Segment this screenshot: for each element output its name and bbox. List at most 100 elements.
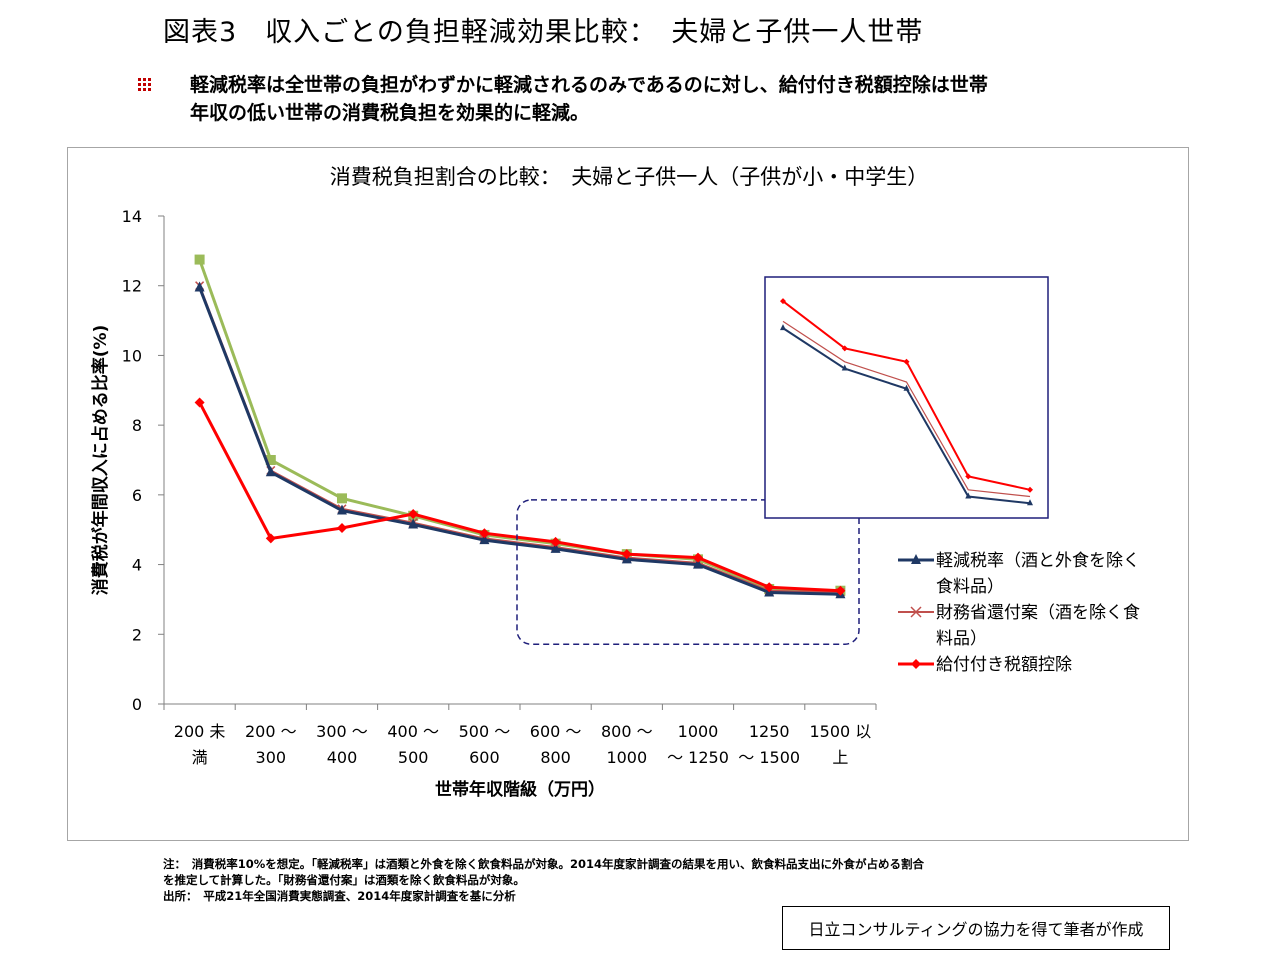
x-tick-label-line: 1250 (749, 722, 790, 741)
series-line (198, 401, 841, 593)
inset-data-point (903, 384, 910, 391)
x-tick-label-line: 500 ～ (459, 722, 511, 741)
x-tick-label-line: 1000 (678, 722, 719, 741)
data-point (479, 528, 490, 539)
data-point (337, 493, 347, 504)
legend-marker (911, 554, 921, 564)
x-tick-label-line: 600 (469, 748, 500, 767)
series-line (198, 285, 841, 594)
line-chart: 消費税負担割合の比較： 夫婦と子供一人（子供が小・中学生） 0 2 4 6 8 10 12 14… (90, 165, 1140, 800)
series-3 (194, 397, 846, 596)
x-tick-label-line: 満 (192, 748, 208, 767)
bullet-text-line-1: 軽減税率は全世帯の負担がわずかに軽減されるのみであるのに対し、給付付き税額控除は… (190, 74, 988, 96)
chart-frame: 消費税負担割合の比較： 夫婦と子供一人（子供が小・中学生） 0 2 4 6 8 10 12 14… (67, 147, 1189, 841)
credit-box: 日立コンサルティングの協力を得て筆者が作成 (782, 906, 1170, 950)
legend-label: 給付付き税額控除 (936, 655, 1072, 675)
data-point (194, 254, 205, 265)
data-point (693, 552, 703, 563)
legend-label: 食料品） (936, 577, 1004, 597)
y-tick-label: 6 (132, 486, 142, 505)
bullet-text: 軽減税率は全世帯の負担がわずかに軽減されるのみであるのに対し、給付付き税額控除は… (190, 71, 1170, 127)
y-tick-label: 0 (132, 695, 142, 714)
data-point (550, 536, 561, 547)
legend-item: 給付付き税額控除 (898, 655, 1072, 675)
inset-data-point (965, 473, 972, 480)
y-tick-label: 2 (132, 625, 142, 644)
data-point (835, 585, 846, 596)
y-tick-label: 14 (122, 207, 142, 226)
data-point (265, 466, 276, 477)
data-point (621, 549, 632, 560)
bullet-grid-icon (138, 78, 151, 91)
data-point (265, 455, 276, 465)
x-tick-label: 200 未満 (174, 722, 226, 767)
x-tick-label-line: 400 ～ (387, 722, 439, 741)
inset-series-3 (780, 298, 1033, 493)
inset-series-line (782, 320, 1031, 498)
x-tick-label: 1250 ～ 1500 (738, 722, 800, 767)
zoom-inset (780, 298, 1033, 506)
note-line-1: 注： 消費税率10%を想定。「軽減税率」は酒類と外食を除く飲食料品が対象。201… (163, 857, 925, 871)
x-tick-label: 300 ～ 400 (316, 722, 368, 767)
x-tick-label-line: 800 (540, 748, 571, 767)
x-tick-label-line: ～ 1500 (738, 748, 800, 767)
data-point (337, 522, 347, 533)
x-tick-label-line: 300 ～ (316, 722, 368, 741)
x-tick-label-line: 400 (327, 748, 358, 767)
data-point (408, 509, 419, 520)
x-tick-label-line: 200 ～ (245, 722, 297, 741)
y-tick-label: 4 (132, 556, 142, 575)
series-1 (195, 281, 845, 597)
series-line (198, 286, 841, 596)
note-line-2: を推定して計算した。「財務省還付案」は酒類を除く飲食料品が対象。 (163, 873, 525, 887)
y-tick-label: 10 (122, 346, 142, 365)
x-tick-label-line: 1000 (606, 748, 647, 767)
y-axis-label: 消費税が年間収入に占める比率(%) (90, 325, 111, 596)
x-tick-label: 1500 以上 (809, 722, 871, 767)
x-tick-label: 800 ～ 1000 (601, 722, 653, 767)
x-tick-label: 400 ～ 500 (387, 722, 439, 767)
x-tick-label-line: 300 (256, 748, 287, 767)
data-point (764, 582, 775, 593)
data-point (194, 397, 205, 408)
x-tick-label-line: 1500 以 (809, 722, 871, 741)
series-line (198, 259, 841, 593)
legend-label: 軽減税率（酒と外食を除く (936, 551, 1140, 571)
y-tick-label: 12 (122, 277, 142, 296)
x-tick-label-line: 800 ～ (601, 722, 653, 741)
data-point (194, 281, 205, 292)
inset-data-point (841, 364, 848, 371)
legend-marker (910, 606, 922, 618)
x-tick-label: 200 ～ 300 (245, 722, 297, 767)
x-tick-label: 1000 ～ 1250 (667, 722, 729, 767)
bullet-text-line-2: 年収の低い世帯の消費税負担を効果的に軽減。 (190, 102, 590, 124)
data-point (408, 518, 419, 529)
x-tick-label-line: 600 ～ (530, 722, 582, 741)
slide-title: 図表3 収入ごとの負担軽減効果比較： 夫婦と子供一人世帯 (163, 17, 924, 48)
x-tick-label: 500 ～ 600 (459, 722, 511, 767)
series-2 (194, 281, 846, 599)
legend-label: 財務省還付案（酒を除く食 (936, 603, 1140, 623)
notes: 注： 消費税率10%を想定。「軽減税率」は酒類と外食を除く飲食料品が対象。201… (163, 856, 924, 904)
inset-data-point (1027, 486, 1033, 493)
chart-title: 消費税負担割合の比較： 夫婦と子供一人（子供が小・中学生） (330, 165, 929, 189)
data-point (550, 542, 561, 553)
x-axis-label: 世帯年収階級（万円） (435, 779, 605, 800)
x-tick-label-line: ～ 1250 (667, 748, 729, 767)
inset-data-point (965, 492, 972, 499)
legend-label: 料品） (936, 629, 987, 649)
inset-data-point (903, 358, 910, 365)
data-point (693, 558, 703, 569)
inset-data-point (780, 298, 786, 305)
inset-series-1 (782, 320, 1031, 498)
x-tick-label-line: 500 (398, 748, 429, 767)
data-point (479, 534, 490, 545)
x-tick-label: 600 ～ 800 (530, 722, 582, 767)
marker-stroke (910, 606, 922, 618)
zoom-highlight-box (516, 499, 860, 645)
inset-data-point (841, 345, 848, 352)
legend-marker (911, 659, 921, 669)
